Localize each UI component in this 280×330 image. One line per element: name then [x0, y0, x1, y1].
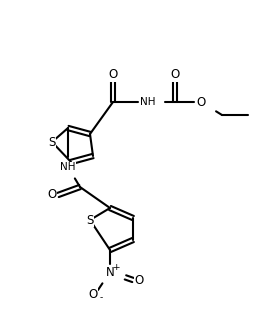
Text: S: S [48, 136, 56, 148]
Text: O: O [170, 69, 180, 82]
Text: +: + [112, 262, 120, 272]
Text: N: N [106, 266, 114, 279]
Text: O: O [47, 188, 57, 202]
Text: NH: NH [60, 162, 76, 172]
Text: NH: NH [140, 97, 156, 107]
Text: O: O [134, 274, 144, 286]
Text: -: - [99, 293, 103, 303]
Text: S: S [86, 214, 94, 226]
Text: O: O [108, 69, 118, 82]
Text: O: O [196, 95, 206, 109]
Text: O: O [88, 287, 98, 301]
